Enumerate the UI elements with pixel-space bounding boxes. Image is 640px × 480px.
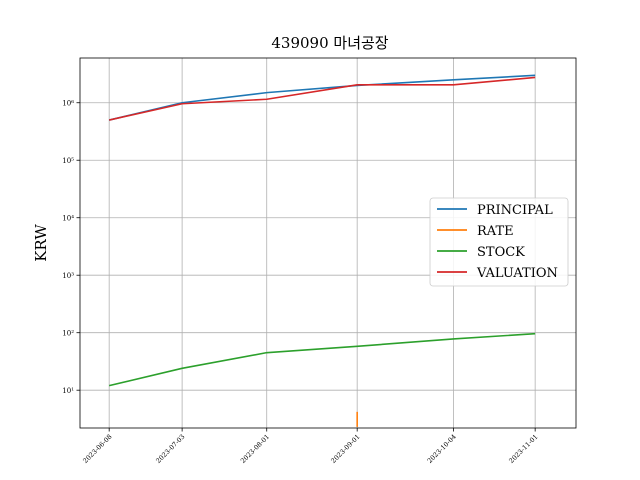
series-line-stock bbox=[108, 332, 536, 387]
legend-label-rate: RATE bbox=[477, 224, 514, 239]
series-line-principal bbox=[108, 74, 536, 121]
y-tick-label: 10⁶ bbox=[62, 100, 74, 108]
y-tick-label: 10¹ bbox=[62, 387, 74, 395]
legend-label-principal: PRINCIPAL bbox=[477, 203, 553, 218]
series-lines bbox=[108, 74, 536, 427]
plot-area-frame bbox=[79, 57, 577, 429]
y-tick-label: 10³ bbox=[62, 272, 74, 280]
legend-label-stock: STOCK bbox=[477, 245, 525, 260]
legend-box bbox=[429, 197, 569, 287]
y-tick-label: 10⁵ bbox=[62, 157, 74, 165]
legend-label-valuation: VALUATION bbox=[476, 266, 558, 281]
y-tick-label: 10² bbox=[62, 330, 74, 338]
legend: PRINCIPAL RATE STOCK VALUATION bbox=[429, 197, 569, 287]
chart-title: 439090 마녀공장 bbox=[271, 34, 388, 52]
y-axis: 10¹ 10² 10³ 10⁴ 10⁵ 10⁶ bbox=[62, 100, 80, 395]
y-tick-label: 10⁴ bbox=[62, 215, 74, 223]
y-axis-label: KRW bbox=[32, 224, 50, 262]
series-line-valuation bbox=[109, 76, 536, 121]
